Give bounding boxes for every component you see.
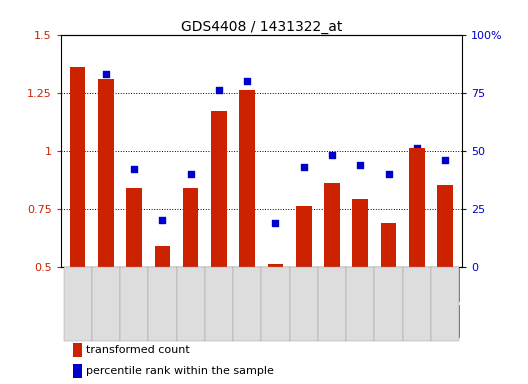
Text: transformed count: transformed count: [86, 346, 190, 356]
Bar: [63, 268, 205, 301]
Bar: [290, 305, 374, 337]
Bar: [409, 148, 425, 266]
Bar: [148, 266, 176, 341]
Point: [243, 78, 251, 84]
Bar: [126, 188, 142, 266]
Text: agent: agent: [65, 279, 97, 289]
Bar: [120, 266, 148, 341]
Bar: [205, 305, 290, 337]
Bar: [261, 266, 290, 341]
Point: [384, 171, 393, 177]
Point: [186, 171, 195, 177]
Bar: [290, 266, 318, 341]
Bar: [353, 199, 368, 266]
Bar: [268, 264, 283, 266]
Bar: [73, 343, 82, 358]
Text: 24 hrs: 24 hrs: [399, 315, 435, 325]
Bar: [374, 266, 403, 341]
Bar: [437, 185, 453, 266]
Bar: [346, 266, 374, 341]
Bar: [318, 266, 346, 341]
Point: [215, 87, 223, 93]
Point: [412, 145, 421, 151]
Bar: [381, 223, 397, 266]
Bar: [183, 188, 199, 266]
Text: 8 hrs: 8 hrs: [233, 315, 261, 325]
Point: [271, 220, 280, 226]
Point: [102, 71, 110, 77]
Point: [328, 152, 336, 158]
Point: [299, 164, 308, 170]
Bar: [205, 268, 459, 301]
Bar: [324, 183, 340, 266]
Bar: [205, 266, 233, 341]
Text: control: control: [115, 279, 154, 289]
Bar: [296, 206, 312, 266]
Text: DETA-NONOate: DETA-NONOate: [289, 279, 374, 289]
Bar: [70, 67, 86, 266]
Text: percentile rank within the sample: percentile rank within the sample: [86, 366, 274, 376]
Bar: [98, 79, 114, 266]
Bar: [233, 266, 261, 341]
Bar: [73, 364, 82, 378]
Point: [158, 217, 167, 223]
Point: [356, 162, 364, 168]
Bar: [211, 111, 227, 266]
Title: GDS4408 / 1431322_at: GDS4408 / 1431322_at: [181, 20, 342, 33]
Bar: [403, 266, 431, 341]
Bar: [374, 305, 459, 337]
Text: 15 hrs: 15 hrs: [315, 315, 350, 325]
Point: [73, 78, 82, 84]
Bar: [431, 266, 459, 341]
Point: [441, 157, 449, 163]
Bar: [155, 246, 170, 266]
Bar: [92, 266, 120, 341]
Bar: [240, 90, 255, 266]
Bar: [63, 266, 92, 341]
Point: [130, 166, 138, 172]
Bar: [63, 305, 205, 337]
Bar: [176, 266, 205, 341]
Text: time: time: [65, 315, 90, 325]
Text: control: control: [115, 315, 154, 325]
